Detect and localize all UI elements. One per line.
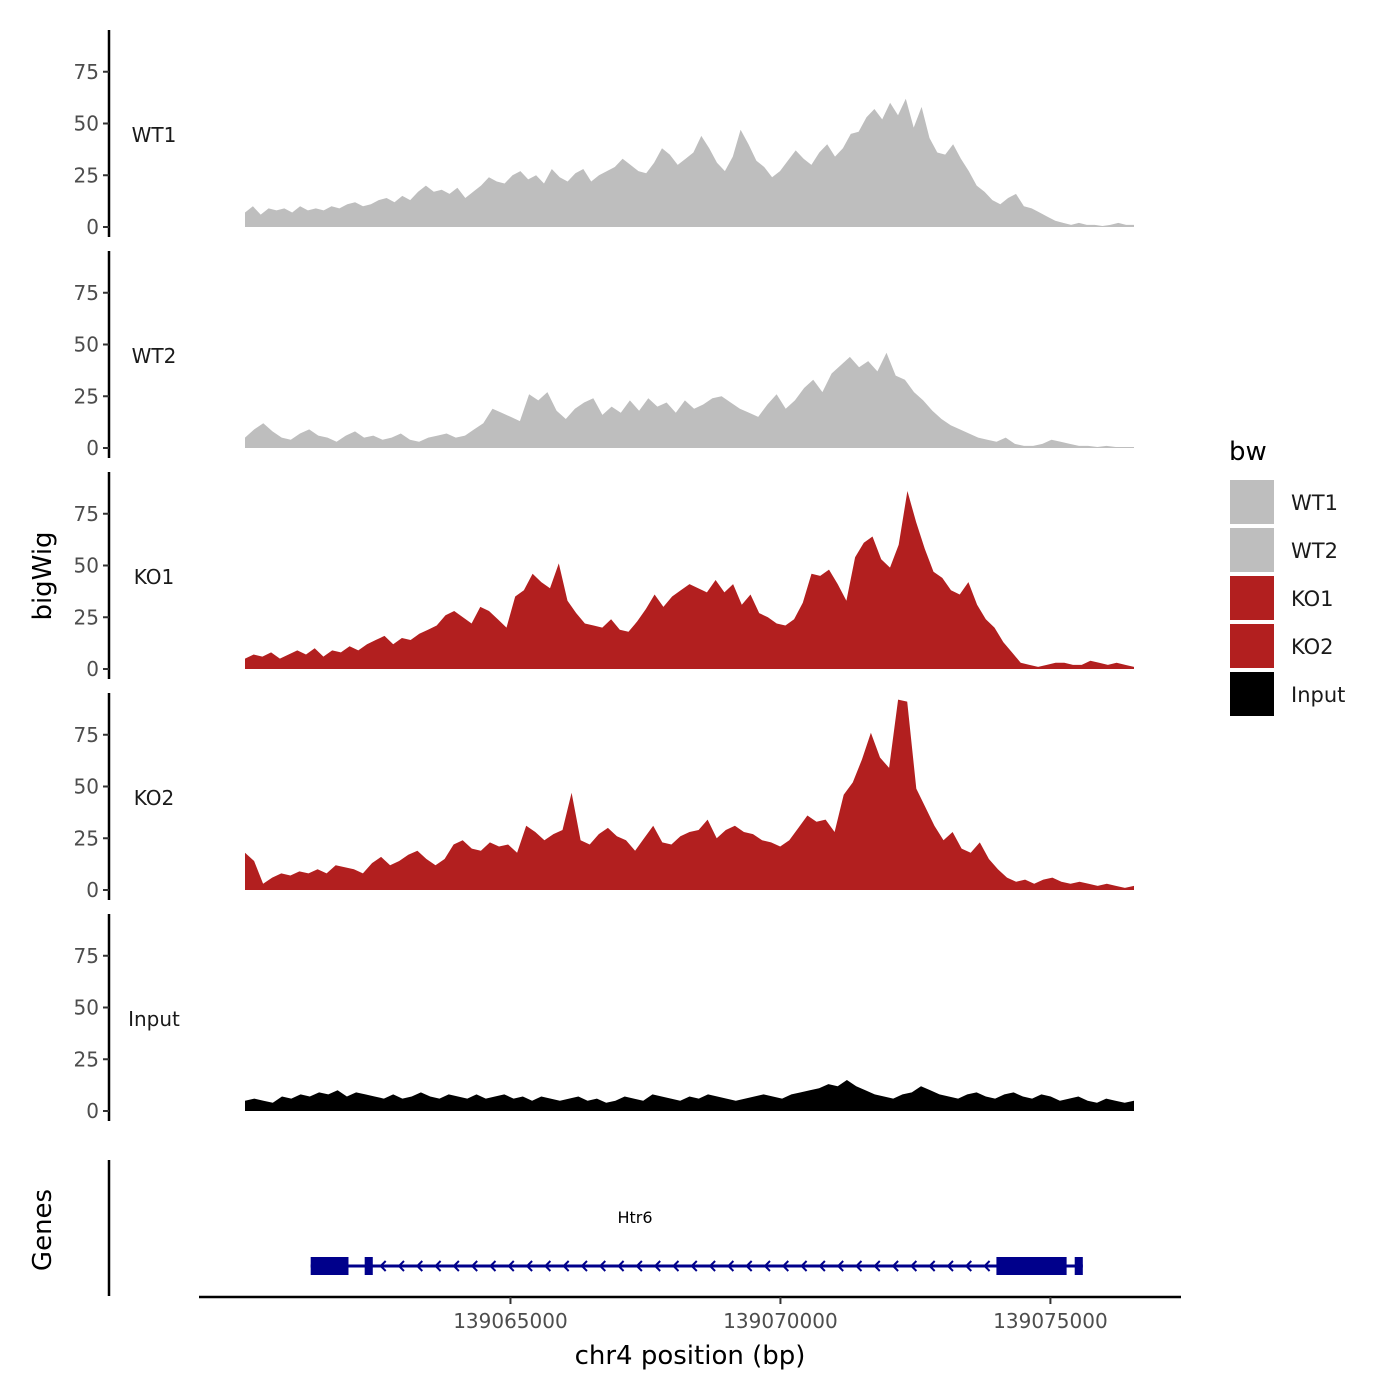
strand-arrow bbox=[983, 1260, 991, 1272]
track-wt2: 0 25 50 75 WT2 bbox=[74, 251, 1134, 460]
y-tick-label: 75 bbox=[74, 944, 99, 968]
y-tick-label: 25 bbox=[74, 163, 99, 187]
strand-arrow bbox=[617, 1260, 625, 1272]
y-tick-label: 0 bbox=[86, 1099, 99, 1123]
strand-arrow bbox=[543, 1260, 552, 1272]
strand-arrow bbox=[909, 1260, 918, 1272]
y-tick-label: 50 bbox=[74, 996, 99, 1020]
strand-arrow bbox=[452, 1260, 460, 1272]
y-tick-label: 75 bbox=[74, 60, 99, 84]
legend-label: KO2 bbox=[1291, 635, 1334, 659]
coverage-area-wt2 bbox=[245, 352, 1134, 448]
strand-arrow bbox=[726, 1260, 735, 1272]
strand-arrow bbox=[598, 1260, 606, 1272]
legend-label: KO1 bbox=[1291, 587, 1334, 611]
coverage-area-input bbox=[245, 1080, 1134, 1111]
legend-label: WT1 bbox=[1291, 491, 1338, 515]
x-axis-title: chr4 position (bp) bbox=[575, 1341, 806, 1371]
strand-arrow bbox=[891, 1260, 899, 1272]
strand-arrow bbox=[946, 1260, 954, 1272]
strand-arrow bbox=[964, 1260, 972, 1272]
track-input: 0 25 50 75 Input bbox=[74, 914, 1134, 1123]
y-tick-label: 75 bbox=[74, 723, 99, 747]
track-label: WT1 bbox=[132, 123, 177, 147]
strand-arrow bbox=[415, 1260, 423, 1272]
x-tick-label: 139075000 bbox=[993, 1309, 1108, 1333]
y-tick-label: 50 bbox=[74, 333, 99, 357]
y-tick-label: 50 bbox=[74, 775, 99, 799]
strand-arrow bbox=[635, 1260, 643, 1272]
x-axis: 139065000 139070000 139075000 bbox=[199, 1295, 1181, 1333]
gene-exon bbox=[310, 1257, 349, 1275]
strand-arrow bbox=[873, 1260, 881, 1272]
genes-axis-title: Genes bbox=[28, 1189, 58, 1271]
strand-arrow bbox=[781, 1260, 789, 1272]
gene-exon bbox=[1074, 1257, 1083, 1275]
y-tick-label: 25 bbox=[74, 384, 99, 408]
strand-arrow bbox=[525, 1260, 533, 1272]
strand-arrow bbox=[690, 1260, 698, 1272]
strand-arrow bbox=[818, 1260, 826, 1272]
legend-key-wt2 bbox=[1230, 528, 1274, 572]
bigwig-tracks: 0 25 50 75 WT1 0 25 50 75 WT2 0 25 50 75 KO1 0 25 50 75 KO2… bbox=[74, 30, 1134, 1123]
strand-arrow bbox=[507, 1260, 515, 1272]
track-label: KO1 bbox=[134, 565, 175, 589]
genes-panel: Htr6 bbox=[107, 1160, 1083, 1296]
gene-exon bbox=[364, 1257, 373, 1275]
track-label: Input bbox=[128, 1007, 180, 1031]
strand-arrow bbox=[653, 1260, 661, 1272]
strand-arrow bbox=[745, 1260, 753, 1272]
legend-key-ko2 bbox=[1230, 624, 1274, 668]
y-tick-label: 0 bbox=[86, 436, 99, 460]
y-tick-label: 75 bbox=[74, 502, 99, 526]
strand-arrow bbox=[562, 1260, 570, 1272]
y-tick-label: 0 bbox=[86, 878, 99, 902]
strand-arrow bbox=[763, 1260, 771, 1272]
strand-arrow bbox=[928, 1260, 936, 1272]
y-tick-label: 0 bbox=[86, 657, 99, 681]
strand-arrow bbox=[489, 1260, 497, 1272]
legend-title: bw bbox=[1229, 437, 1267, 467]
y-tick-label: 25 bbox=[74, 605, 99, 629]
strand-arrow bbox=[672, 1260, 680, 1272]
track-label: KO2 bbox=[134, 786, 175, 810]
track-ko2: 0 25 50 75 KO2 bbox=[74, 693, 1134, 902]
gene-label: Htr6 bbox=[617, 1208, 652, 1227]
y-tick-label: 25 bbox=[74, 826, 99, 850]
strand-arrow bbox=[434, 1260, 442, 1272]
strand-arrow bbox=[800, 1260, 808, 1272]
track-wt1: 0 25 50 75 WT1 bbox=[74, 30, 1134, 239]
legend-key-ko1 bbox=[1230, 576, 1274, 620]
y-tick-label: 25 bbox=[74, 1047, 99, 1071]
x-tick-label: 139070000 bbox=[723, 1309, 838, 1333]
y-tick-label: 75 bbox=[74, 281, 99, 305]
y-tick-label: 0 bbox=[86, 215, 99, 239]
coverage-area-wt1 bbox=[245, 98, 1134, 227]
legend-key-input bbox=[1230, 672, 1274, 716]
legend-label: Input bbox=[1291, 683, 1345, 707]
x-tick-label: 139065000 bbox=[453, 1309, 568, 1333]
strand-arrow bbox=[397, 1260, 405, 1272]
track-label: WT2 bbox=[132, 344, 177, 368]
y-tick-label: 50 bbox=[74, 112, 99, 136]
y-axis-title: bigWig bbox=[28, 531, 58, 620]
legend-label: WT2 bbox=[1291, 539, 1338, 563]
track-ko1: 0 25 50 75 KO1 bbox=[74, 472, 1134, 681]
coverage-area-ko2 bbox=[245, 699, 1134, 890]
coverage-area-ko1 bbox=[245, 491, 1134, 669]
strand-arrow bbox=[379, 1260, 387, 1272]
strand-arrow bbox=[580, 1260, 588, 1272]
legend: bw WT1 WT2 KO1 KO2 Input bbox=[1229, 437, 1345, 716]
strand-arrow bbox=[470, 1260, 478, 1272]
gene-exon bbox=[996, 1257, 1067, 1275]
strand-arrow bbox=[836, 1260, 844, 1272]
legend-key-wt1 bbox=[1230, 480, 1274, 524]
y-tick-label: 50 bbox=[74, 554, 99, 578]
strand-arrow bbox=[855, 1260, 863, 1272]
strand-arrow bbox=[708, 1260, 716, 1272]
